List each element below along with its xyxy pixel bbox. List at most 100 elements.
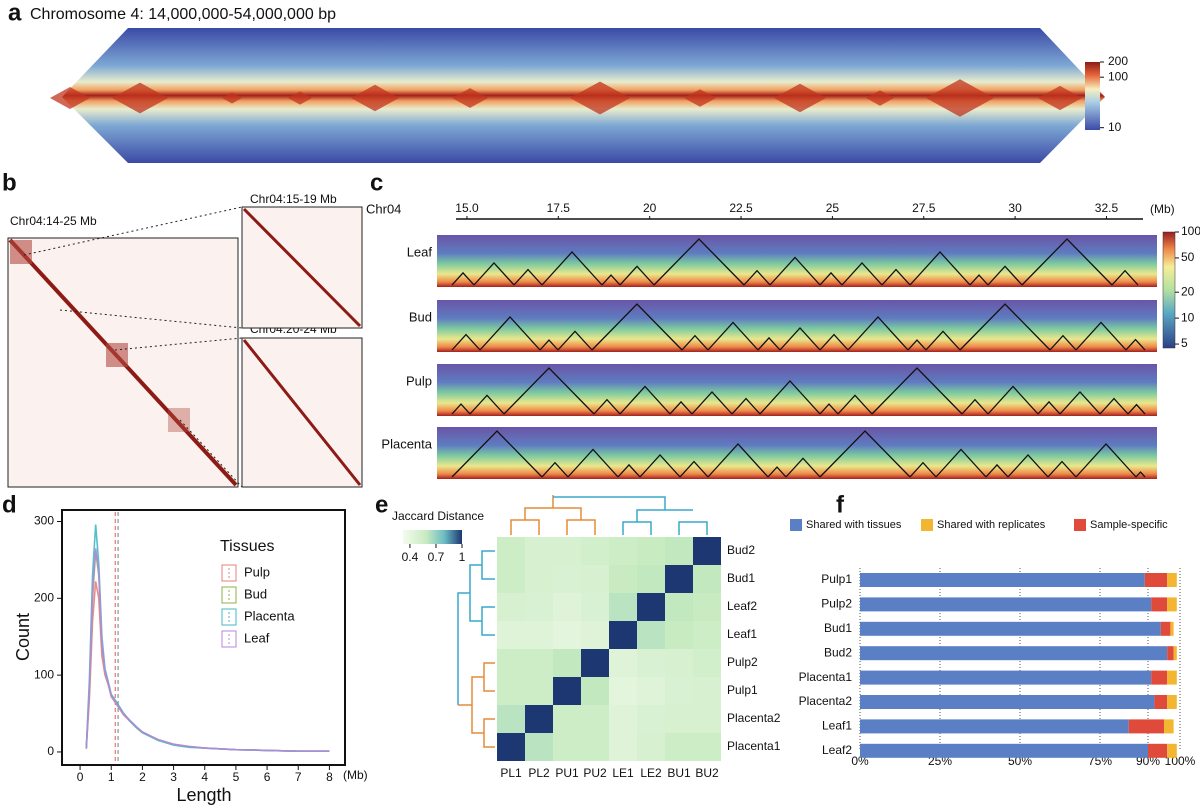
cell: [497, 677, 525, 705]
tad: [570, 81, 630, 115]
cell: [609, 705, 637, 733]
cell: [637, 705, 665, 733]
cell: [581, 677, 609, 705]
map-title: Chr04:14-25 Mb: [10, 214, 97, 228]
bar-segment: [1167, 573, 1177, 587]
bar-segment: [1167, 646, 1174, 661]
legend-swatch: [790, 519, 802, 531]
tad-outline: [767, 466, 787, 478]
x-tick-label: 27.5: [912, 201, 936, 215]
track-label: Leaf: [407, 244, 433, 259]
y-tick-label: 100: [34, 667, 54, 681]
tad: [866, 90, 894, 106]
tad-outline: [591, 303, 683, 351]
cell: [553, 593, 581, 621]
row-label: Bud2: [727, 543, 755, 557]
cell: [497, 565, 525, 593]
x-axis-unit: (Mb): [343, 768, 368, 782]
tad-outline: [679, 460, 709, 478]
colorbar-tick-label: 50: [1181, 250, 1195, 264]
tad-outline: [539, 339, 559, 351]
x-tick-label: 8: [326, 770, 333, 784]
x-tick-label: 6: [264, 770, 271, 784]
tad-outline: [871, 367, 963, 415]
cell: [525, 565, 553, 593]
bar-segment: [1167, 695, 1177, 709]
column-label: PL2: [528, 766, 550, 780]
tad-domains: [50, 79, 1082, 117]
row-label: Placenta1: [727, 739, 781, 753]
x-tick-label: 1: [108, 770, 115, 784]
column-label: BU2: [695, 766, 719, 780]
y-tick-label: 300: [34, 514, 54, 528]
cell: [609, 649, 637, 677]
row-label: Leaf1: [727, 627, 757, 641]
map-title: Chr04:15-19 Mb: [250, 192, 337, 206]
tad-outline: [785, 457, 821, 478]
tad-outline: [1099, 397, 1129, 415]
tad-outline: [1111, 269, 1139, 286]
tad-outline: [985, 463, 1009, 478]
tad: [351, 84, 399, 112]
bar-segment: [860, 719, 1129, 734]
x-tick-label: 22.5: [729, 201, 753, 215]
tad-outline: [987, 265, 1023, 286]
tad-outline: [567, 448, 619, 478]
tad-outline: [479, 316, 541, 351]
tad-outline: [451, 333, 481, 351]
column-label: LE2: [640, 766, 662, 780]
legend-label: Sample-specific: [1090, 519, 1168, 531]
x-tick-label: 15.0: [455, 201, 479, 215]
bar-segment: [1167, 597, 1177, 612]
tad: [112, 82, 168, 114]
tad-outline: [925, 330, 961, 351]
colorbar-tick-label: 0.4: [402, 550, 419, 564]
dendrogram-left-2: [458, 662, 495, 748]
series-line: [85, 548, 330, 752]
cell: [665, 677, 693, 705]
series-line: [85, 524, 330, 752]
cell: [637, 649, 665, 677]
bar-segment: [1160, 621, 1171, 636]
y-tick-label: 0: [47, 744, 54, 758]
bar-segment: [1164, 719, 1174, 734]
tad-outline: [451, 271, 475, 286]
connector: [114, 337, 243, 351]
cell: [693, 593, 721, 621]
bar-segment: [860, 646, 1168, 661]
connector: [59, 309, 243, 329]
tad-outline: [847, 316, 909, 351]
tad-outline: [1021, 238, 1113, 286]
colorbar: [1085, 62, 1100, 130]
tad-outline: [769, 256, 821, 286]
x-tick-label: 2: [139, 770, 146, 784]
cell: [665, 593, 693, 621]
row-label: Pulp2: [727, 655, 758, 669]
cell: [609, 733, 637, 761]
cell: [637, 565, 665, 593]
tad: [288, 91, 312, 105]
bar-segment: [860, 695, 1155, 709]
bar-segment: [860, 743, 1148, 758]
domain: [10, 240, 32, 264]
cell: [497, 649, 525, 677]
colorbar-tick-label: 20: [1181, 284, 1195, 298]
legend-label: Pulp: [244, 564, 270, 579]
cell: [665, 705, 693, 733]
bar-segment: [860, 670, 1152, 685]
cell: [581, 593, 609, 621]
cell: [553, 705, 581, 733]
connector: [23, 206, 243, 256]
panel-title: Chromosome 4: 14,000,000-54,000,000 bp: [30, 6, 336, 23]
tad-outline: [819, 403, 839, 415]
tad-outline: [593, 398, 621, 415]
tad: [1038, 85, 1082, 111]
tad-outline: [557, 330, 593, 351]
tad-outline: [1049, 334, 1077, 351]
x-axis-label: Length: [176, 785, 231, 805]
colorbar-tick-label: 200: [1108, 54, 1128, 68]
panel-label: c: [370, 169, 383, 196]
cell: [581, 621, 609, 649]
row-label: Bud1: [727, 571, 755, 585]
track-map: [437, 235, 1157, 287]
